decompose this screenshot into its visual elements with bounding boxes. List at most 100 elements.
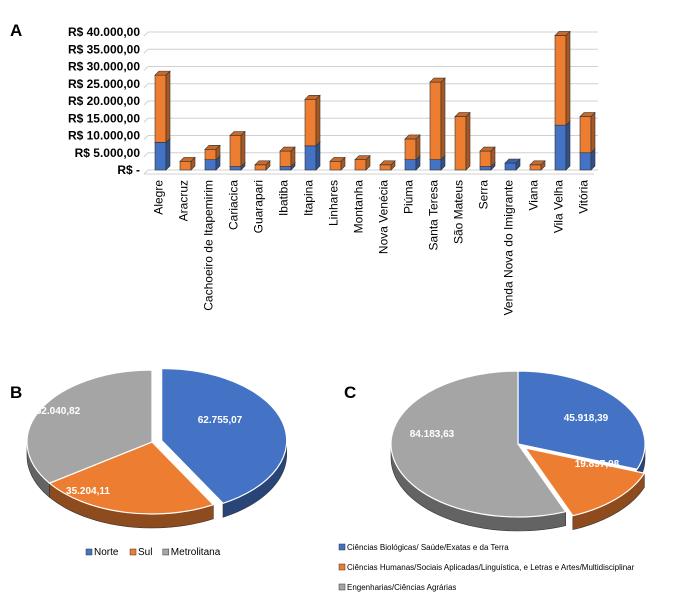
gridline-depth [143,117,149,123]
pie-slice [523,447,646,517]
bar-segment-side [315,141,321,171]
pie-value-label: 19.897,98 [575,459,620,470]
gridline-depth [143,66,149,71]
bar-segment-0 [229,166,242,171]
bar-segment-top [304,94,321,100]
pie-slice [390,370,567,518]
pie-chart-c: 45.918,39 19.897,98 84.183,63 [390,370,646,532]
x-tick-label: Aracruz [177,180,191,221]
gridline-depth [143,48,149,54]
bar-segment-0 [429,159,442,171]
pie-slice [48,441,215,515]
y-tick-label: R$ 30.000,00 [68,60,140,74]
bar-segment-top [529,160,546,166]
x-tick-label: Ibatiba [277,180,291,216]
x-tick-label: Vila Velha [552,180,566,233]
pie-slice [161,367,288,504]
pie-slice [517,370,646,470]
bar-segment-1 [379,164,392,171]
bar-segment-0 [154,142,167,171]
gridline-depth [143,152,149,158]
legend-label: Ciências Humanas/Sociais Aplicadas/Lingu… [347,563,635,572]
bar-segment-1 [579,116,592,154]
y-tick-label: R$ - [117,163,140,177]
x-tick-label: Cariacica [227,180,241,230]
bar-segment-1 [354,159,367,171]
bar-segment-1 [154,74,167,143]
panel-b-letter: B [10,383,22,402]
legend-swatch [129,548,137,556]
bar-segment-top [504,158,521,164]
x-tick-label: Viana [527,180,541,211]
legend-swatch [338,583,346,591]
bar-segment-0 [554,124,567,171]
bar-segment-side [565,30,571,126]
legend-swatch [338,563,346,571]
bar-segment-1 [554,35,567,126]
bar-segment-1 [204,149,217,160]
bar-segment-top [554,31,571,36]
bar-segment-1 [229,135,242,167]
bar-segment-1 [429,81,442,160]
legend-label: Sul [138,547,152,558]
bar-segment-top [179,157,196,162]
x-tick-label: Guarapari [252,180,266,233]
bar-segment-1 [179,161,192,171]
gridline-depth [143,31,149,37]
y-tick-label: R$ 20.000,00 [68,94,140,108]
bar-segment-0 [204,159,217,171]
y-tick-label: R$ 10.000,00 [68,129,140,143]
pie-value-label: 45.918,39 [564,413,609,424]
bar-segment-side [590,111,596,154]
bar-segment-0 [579,152,592,171]
bar-segment-top [454,112,471,117]
bar-segment-1 [254,164,267,171]
bar-segment-top [479,146,496,152]
bar-segment-side [440,77,446,161]
x-tick-label: São Mateus [452,180,466,244]
x-tick-label: Alegre [152,180,166,215]
pie-slice [26,369,153,484]
pie-value-label: 84.183,63 [410,429,455,440]
y-tick-label: R$ 25.000,00 [68,77,140,91]
panel-c-letter: C [344,383,356,402]
y-tick-label: R$ 40.000,00 [68,25,140,39]
x-tick-label: Montanha [352,180,366,234]
legend-swatch [85,548,93,556]
x-tick-label: Venda Nova do Imigrante [502,180,516,316]
bar-segment-side [240,130,246,168]
bar-segment-top [579,112,596,117]
x-tick-label: Nova Venécia [377,180,391,254]
x-tick-label: Piúma [402,180,416,214]
bar-segment-1 [329,161,342,171]
bar-segment-1 [454,116,467,171]
bar-segment-top [229,131,246,136]
legend-c: Ciências Biológicas/ Saúde/Exatas e da T… [338,543,635,592]
bar-segment-1 [304,98,317,147]
bar-segment-side [165,70,171,144]
y-tick-label: R$ 5.000,00 [75,146,141,160]
bar-segment-1 [479,150,492,167]
x-tick-label: Serra [477,180,491,210]
bar-segment-top [354,155,371,160]
bar-segment-top [329,157,346,162]
bar-segment-side [315,94,321,147]
x-tick-label: Santa Teresa [427,180,441,251]
x-tick-label: Linhares [327,180,341,226]
bar-segment-side [165,137,171,171]
x-tick-label: Itapina [302,180,316,216]
legend-label: Norte [94,547,119,558]
x-tick-label: Cachoeiro de Itapemirim [202,180,216,311]
gridline-depth [143,100,149,106]
bar-segment-top [404,134,421,140]
bar-segment-top [429,77,446,83]
bar-segment-top [154,70,171,76]
bar-segment-top [204,145,221,150]
pie-chart-b: 62.755,07 35.204,11 52.040,82 [26,367,288,529]
legend-label: Engenharias/Ciências Agrárias [347,583,456,592]
pie-value-label: 62.755,07 [198,415,243,426]
bar-segment-0 [279,166,292,171]
bar-segment-0 [504,162,517,171]
bar-segment-0 [304,145,317,171]
